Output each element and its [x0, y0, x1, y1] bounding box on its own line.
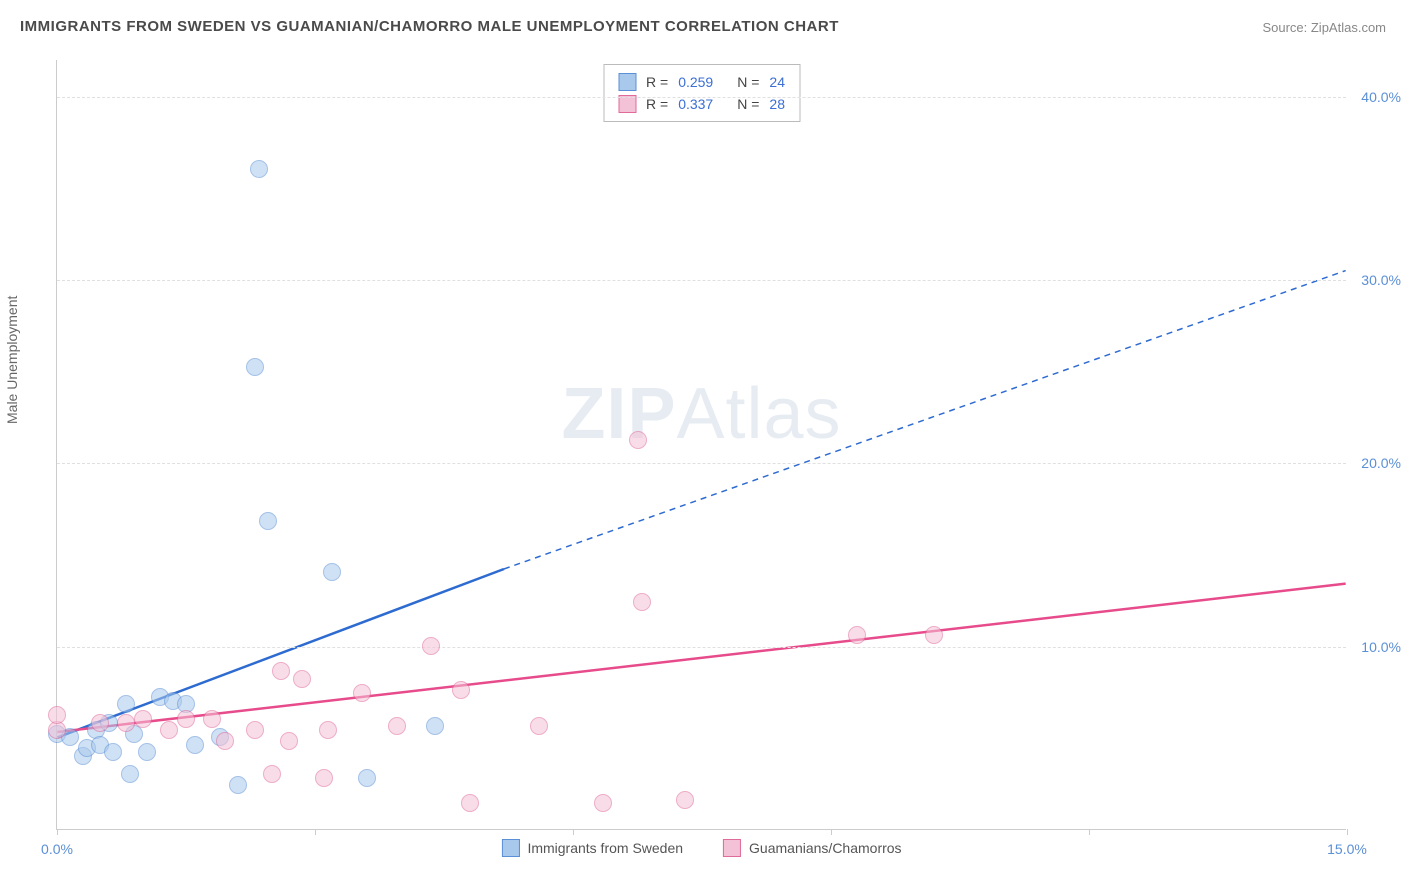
scatter-point	[216, 732, 234, 750]
scatter-point	[629, 431, 647, 449]
x-tick	[1089, 829, 1090, 835]
scatter-point	[358, 769, 376, 787]
x-tick	[573, 829, 574, 835]
scatter-point	[319, 721, 337, 739]
y-tick-label: 40.0%	[1361, 89, 1401, 105]
scatter-point	[633, 593, 651, 611]
scatter-point	[263, 765, 281, 783]
scatter-point	[91, 714, 109, 732]
scatter-point	[48, 706, 66, 724]
grid-line	[57, 280, 1346, 281]
scatter-point	[848, 626, 866, 644]
scatter-point	[134, 710, 152, 728]
grid-line	[57, 463, 1346, 464]
scatter-point	[353, 684, 371, 702]
scatter-point	[250, 160, 268, 178]
x-tick	[831, 829, 832, 835]
scatter-point	[272, 662, 290, 680]
legend-swatch	[501, 839, 519, 857]
y-tick-label: 30.0%	[1361, 272, 1401, 288]
legend-swatch	[723, 839, 741, 857]
scatter-point	[259, 512, 277, 530]
scatter-point	[177, 710, 195, 728]
x-tick-label: 15.0%	[1327, 841, 1367, 857]
legend-label: Guamanians/Chamorros	[749, 840, 902, 856]
scatter-point	[117, 695, 135, 713]
scatter-point	[117, 714, 135, 732]
scatter-point	[246, 721, 264, 739]
scatter-point	[461, 794, 479, 812]
bottom-legend: Immigrants from Sweden Guamanians/Chamorr…	[501, 839, 901, 857]
legend-item: Immigrants from Sweden	[501, 839, 683, 857]
x-tick	[57, 829, 58, 835]
scatter-point	[186, 736, 204, 754]
source-label: Source: ZipAtlas.com	[1262, 20, 1386, 35]
scatter-point	[138, 743, 156, 761]
scatter-point	[203, 710, 221, 728]
trend-lines-svg	[57, 60, 1346, 829]
y-axis-label: Male Unemployment	[4, 296, 20, 424]
scatter-point	[426, 717, 444, 735]
scatter-point	[323, 563, 341, 581]
scatter-point	[676, 791, 694, 809]
scatter-point	[160, 721, 178, 739]
x-tick	[315, 829, 316, 835]
legend-item: Guamanians/Chamorros	[723, 839, 902, 857]
y-tick-label: 20.0%	[1361, 455, 1401, 471]
scatter-point	[229, 776, 247, 794]
scatter-point	[121, 765, 139, 783]
scatter-point	[422, 637, 440, 655]
grid-line	[57, 97, 1346, 98]
scatter-point	[530, 717, 548, 735]
trend-line-solid	[57, 584, 1345, 732]
scatter-point	[104, 743, 122, 761]
scatter-point	[293, 670, 311, 688]
y-tick-label: 10.0%	[1361, 639, 1401, 655]
legend-label: Immigrants from Sweden	[527, 840, 683, 856]
scatter-point	[594, 794, 612, 812]
x-tick	[1347, 829, 1348, 835]
scatter-point	[388, 717, 406, 735]
grid-line	[57, 647, 1346, 648]
plot-area: ZIPAtlas R = 0.259N = 24R = 0.337N = 28 …	[56, 60, 1346, 830]
scatter-point	[452, 681, 470, 699]
scatter-point	[315, 769, 333, 787]
trend-line-dashed	[504, 271, 1346, 569]
scatter-point	[925, 626, 943, 644]
chart-container: IMMIGRANTS FROM SWEDEN VS GUAMANIAN/CHAM…	[0, 0, 1406, 892]
scatter-point	[280, 732, 298, 750]
scatter-point	[246, 358, 264, 376]
chart-title: IMMIGRANTS FROM SWEDEN VS GUAMANIAN/CHAM…	[20, 18, 839, 35]
x-tick-label: 0.0%	[41, 841, 73, 857]
